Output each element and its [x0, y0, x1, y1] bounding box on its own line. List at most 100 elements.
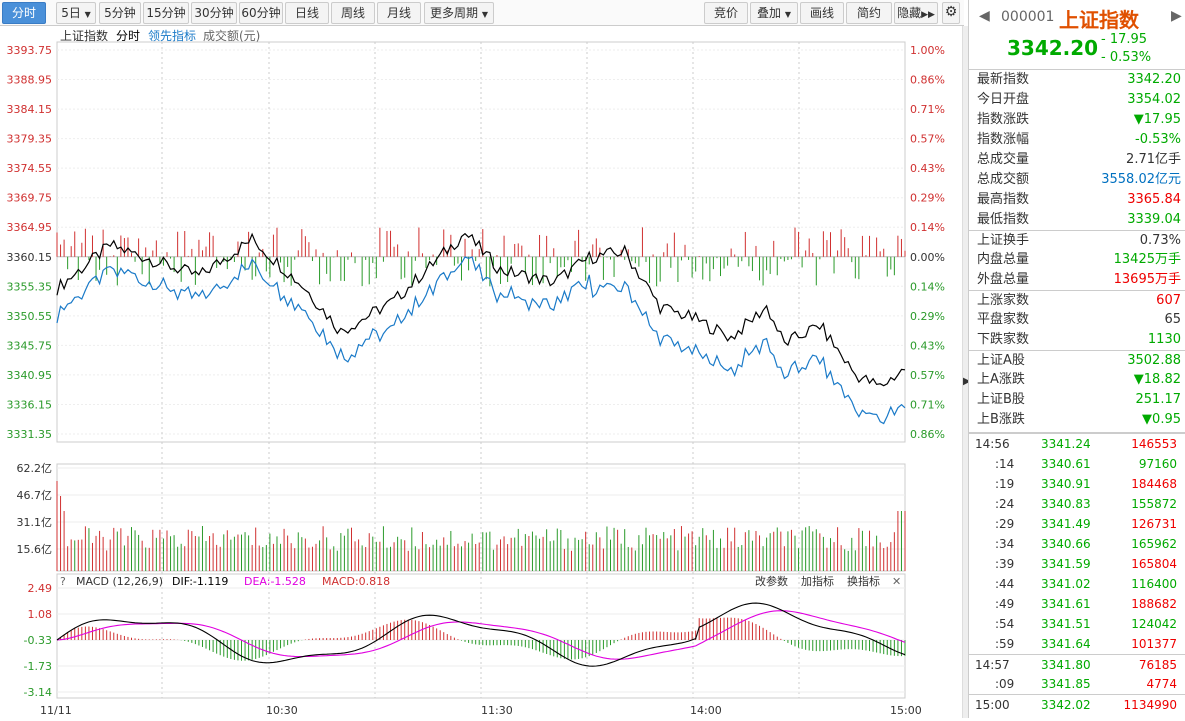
quote-header: ◀ 000001 上证指数 ▶ 3342.20 - 17.95 - 0.53% [969, 0, 1185, 70]
stat-value: ▼0.95 [1142, 412, 1181, 427]
macd-tick-label: -1.73 [24, 660, 52, 673]
draw-line-button[interactable]: 画线 [800, 2, 844, 24]
stat-value: -0.53% [1135, 132, 1181, 147]
tab-5min[interactable]: 5分钟 [99, 2, 141, 24]
time-label: 14:00 [690, 704, 722, 717]
tick-row: :54 3341.51 124042 [969, 614, 1185, 634]
tick-volume: 126731 [1131, 517, 1177, 531]
tick-volume: 101377 [1131, 637, 1177, 651]
auction-button[interactable]: 竞价 [704, 2, 748, 24]
price-tick-label: 3374.55 [7, 162, 53, 175]
tick-time: :09 [995, 677, 1015, 691]
stat-value: ▼18.82 [1133, 372, 1181, 387]
macd-tick-label: -0.33 [24, 634, 52, 647]
pct-tick-label: 0.57% [910, 133, 945, 146]
tab-day[interactable]: 日线 [285, 2, 329, 24]
legend-amount: 成交额(元) [203, 28, 260, 43]
macd-dif: DIF:-1.119 [172, 575, 228, 588]
tab-5day-label: 5日 [61, 6, 81, 20]
tick-volume: 155872 [1131, 497, 1177, 511]
volume-tick-label: 62.2亿 [17, 462, 53, 475]
pct-tick-label: 0.14% [910, 280, 945, 293]
stat-label: 上证A股 [977, 353, 1025, 368]
stock-name: 上证指数 [1059, 8, 1139, 32]
stat-row: 总成交量 2.71亿手 [969, 150, 1185, 170]
price-tick-label: 3369.75 [7, 192, 53, 205]
time-label: 15:00 [890, 704, 922, 717]
chevron-down-icon: ▼ [784, 10, 791, 19]
help-icon: ? [60, 575, 66, 588]
tick-row: :59 3341.64 101377 [969, 634, 1185, 654]
pct-tick-label: 0.00% [910, 251, 945, 264]
pct-tick-label: 0.29% [910, 192, 945, 205]
stat-label: 平盘家数 [977, 312, 1030, 327]
price-tick-label: 3393.75 [7, 44, 53, 57]
stat-label: 总成交量 [977, 152, 1030, 167]
stat-row: 上涨家数 607 [969, 290, 1185, 310]
hide-button[interactable]: 隐藏▶▶ [894, 2, 938, 24]
tab-more-period[interactable]: 更多周期 ▼ [424, 2, 494, 24]
pct-tick-label: 0.43% [910, 162, 945, 175]
next-arrow-icon[interactable]: ▶ [1171, 8, 1182, 24]
panel-splitter[interactable]: ▶ [962, 26, 971, 718]
volume-tick-label: 31.1亿 [17, 516, 53, 529]
pct-tick-label: 0.86% [910, 428, 945, 441]
tick-time: :14 [995, 457, 1015, 471]
tick-time: :44 [995, 577, 1015, 591]
stat-row: 最低指数 3339.04 [969, 210, 1185, 230]
stat-label: 今日开盘 [977, 92, 1030, 107]
stat-label: 最高指数 [977, 192, 1030, 207]
tick-time: 15:00 [975, 698, 1010, 712]
stat-row: 平盘家数 65 [969, 310, 1185, 330]
tab-15min[interactable]: 15分钟 [143, 2, 189, 24]
simple-button[interactable]: 简约 [846, 2, 892, 24]
tick-row: :44 3341.02 116400 [969, 574, 1185, 594]
tick-row: :39 3341.59 165804 [969, 554, 1185, 574]
pct-tick-label: 1.00% [910, 44, 945, 57]
price-change: - 17.95 [1101, 32, 1148, 47]
price-tick-label: 3379.35 [7, 133, 53, 146]
tab-5day[interactable]: 5日 ▼ [56, 2, 96, 24]
tab-60min[interactable]: 60分钟 [239, 2, 283, 24]
pct-tick-label: 0.43% [910, 339, 945, 352]
stat-label: 最低指数 [977, 212, 1030, 227]
tick-price: 3341.59 [1041, 557, 1091, 571]
tick-row: :49 3341.61 188682 [969, 594, 1185, 614]
pct-tick-label: 0.71% [910, 103, 945, 116]
settings-icon[interactable]: ⚙ [942, 2, 960, 24]
add-indicator-button: 加指标 [801, 574, 834, 588]
macd-dea: DEA:-1.528 [244, 575, 306, 588]
tick-time: :34 [995, 537, 1015, 551]
legend-name: 上证指数 [60, 28, 108, 43]
tab-month[interactable]: 月线 [377, 2, 421, 24]
pct-tick-label: 0.86% [910, 74, 945, 87]
last-price: 3342.20 [1007, 36, 1099, 60]
collapse-arrow-icon[interactable]: ▶ [963, 376, 971, 387]
prev-arrow-icon[interactable]: ◀ [979, 8, 990, 24]
price-tick-label: 3336.15 [7, 398, 53, 411]
stat-row: 外盘总量 13695万手 [969, 270, 1185, 290]
time-label: 11:30 [481, 704, 513, 717]
chart-svg[interactable]: 上证指数 分时 领先指标 成交额(元) 3393.75 1.00% 3388.95 0.86%… [0, 26, 962, 718]
tick-price: 3340.66 [1041, 537, 1091, 551]
tab-30min[interactable]: 30分钟 [191, 2, 237, 24]
stat-label: 内盘总量 [977, 252, 1030, 267]
stat-row: 最高指数 3365.84 [969, 190, 1185, 210]
tick-time: :54 [995, 617, 1015, 631]
tick-volume: 1134990 [1123, 698, 1177, 712]
pct-tick-label: 0.71% [910, 398, 945, 411]
tick-price: 3341.24 [1041, 437, 1091, 451]
hide-label: 隐藏 [897, 6, 922, 20]
tick-price: 3342.02 [1041, 698, 1091, 712]
tick-volume: 165962 [1131, 537, 1177, 551]
chevron-down-icon: ▼ [84, 10, 91, 19]
tab-fenshi[interactable]: 分时 [2, 2, 46, 24]
stat-row: 上B涨跌 ▼0.95 [969, 410, 1185, 430]
tick-time: 14:56 [975, 437, 1010, 451]
overlay-button[interactable]: 叠加 ▼ [750, 2, 798, 24]
volume-tick-label: 15.6亿 [17, 543, 53, 556]
stat-label: 下跌家数 [977, 332, 1030, 347]
legend-lead: 领先指标 [148, 28, 196, 43]
tick-time: :19 [995, 477, 1015, 491]
tab-week[interactable]: 周线 [331, 2, 375, 24]
